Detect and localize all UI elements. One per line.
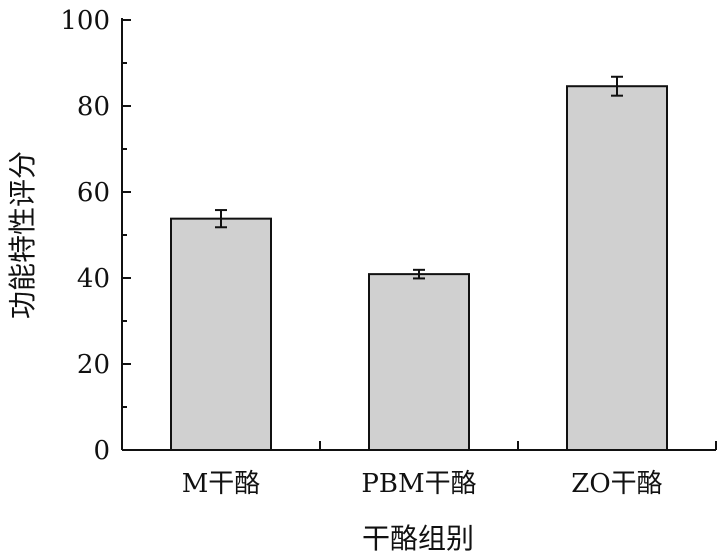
error-bars	[215, 75, 623, 280]
bar	[566, 85, 668, 451]
error-bar	[215, 209, 227, 229]
x-axis-title: 干酪组别	[362, 522, 474, 555]
y-axis-title: 功能特性评分	[6, 151, 39, 319]
x-tick-label: M干酪	[182, 469, 261, 499]
x-axis-tick-labels: M干酪 PBM干酪 ZO干酪	[182, 469, 663, 499]
y-tick-label: 60	[77, 178, 110, 208]
error-bar	[611, 75, 623, 97]
bar	[170, 217, 272, 451]
bars	[170, 85, 668, 451]
error-bar	[413, 268, 425, 280]
bar	[368, 273, 470, 451]
y-tick-label: 20	[77, 350, 110, 380]
x-tick-label: ZO干酪	[571, 469, 662, 499]
y-tick-label: 80	[77, 92, 110, 122]
y-axis-ticks	[122, 19, 131, 451]
y-axis-tick-labels: 0 20 40 60 80 100	[60, 6, 110, 466]
x-tick-label: PBM干酪	[361, 469, 476, 499]
y-tick-label: 0	[93, 436, 110, 466]
y-tick-label: 40	[77, 264, 110, 294]
y-tick-label: 100	[60, 6, 110, 36]
